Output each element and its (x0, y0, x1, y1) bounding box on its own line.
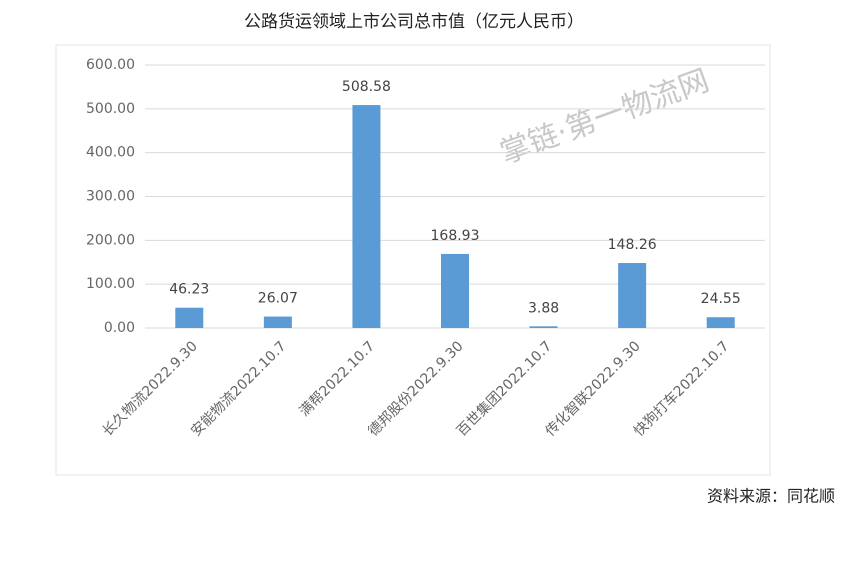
value-label: 168.93 (431, 228, 480, 244)
x-tick-label: 快狗打车2022.10.7 (630, 338, 732, 440)
chart-title: 公路货运领域上市公司总市值（亿元人民币） (244, 12, 584, 32)
bar (175, 307, 204, 328)
y-tick-label: 100.00 (86, 276, 135, 292)
y-tick-label: 300.00 (86, 189, 135, 205)
x-tick-label: 传化智联2022.9.30 (542, 338, 643, 439)
bar (263, 316, 292, 328)
bar (618, 263, 647, 328)
x-tick-label: 满帮2022.10.7 (297, 338, 379, 420)
x-tick-label: 百世集团2022.10.7 (453, 338, 555, 440)
x-tick-label: 长久物流2022.9.30 (100, 338, 201, 439)
chart-frame (55, 44, 771, 476)
y-tick-label: 0.00 (104, 320, 135, 336)
value-label: 508.58 (342, 79, 391, 95)
value-label: 46.23 (169, 282, 209, 298)
x-tick-label: 安能物流2022.10.7 (188, 338, 289, 439)
source-note: 资料来源：同花顺 (707, 487, 835, 506)
y-tick-label: 500.00 (86, 101, 135, 117)
y-tick-label: 600.00 (86, 57, 135, 73)
watermark: 掌链·第一物流网 (496, 63, 714, 171)
bar (352, 105, 381, 328)
value-label: 24.55 (701, 291, 741, 307)
bar (706, 317, 735, 328)
value-label: 148.26 (608, 237, 657, 253)
y-tick-label: 400.00 (86, 145, 135, 161)
bar (441, 253, 469, 328)
value-label: 3.88 (528, 300, 559, 316)
value-label: 26.07 (258, 291, 298, 307)
bar (529, 326, 558, 328)
y-tick-label: 200.00 (86, 232, 135, 248)
x-tick-label: 德邦股份2022.9.30 (365, 338, 466, 439)
